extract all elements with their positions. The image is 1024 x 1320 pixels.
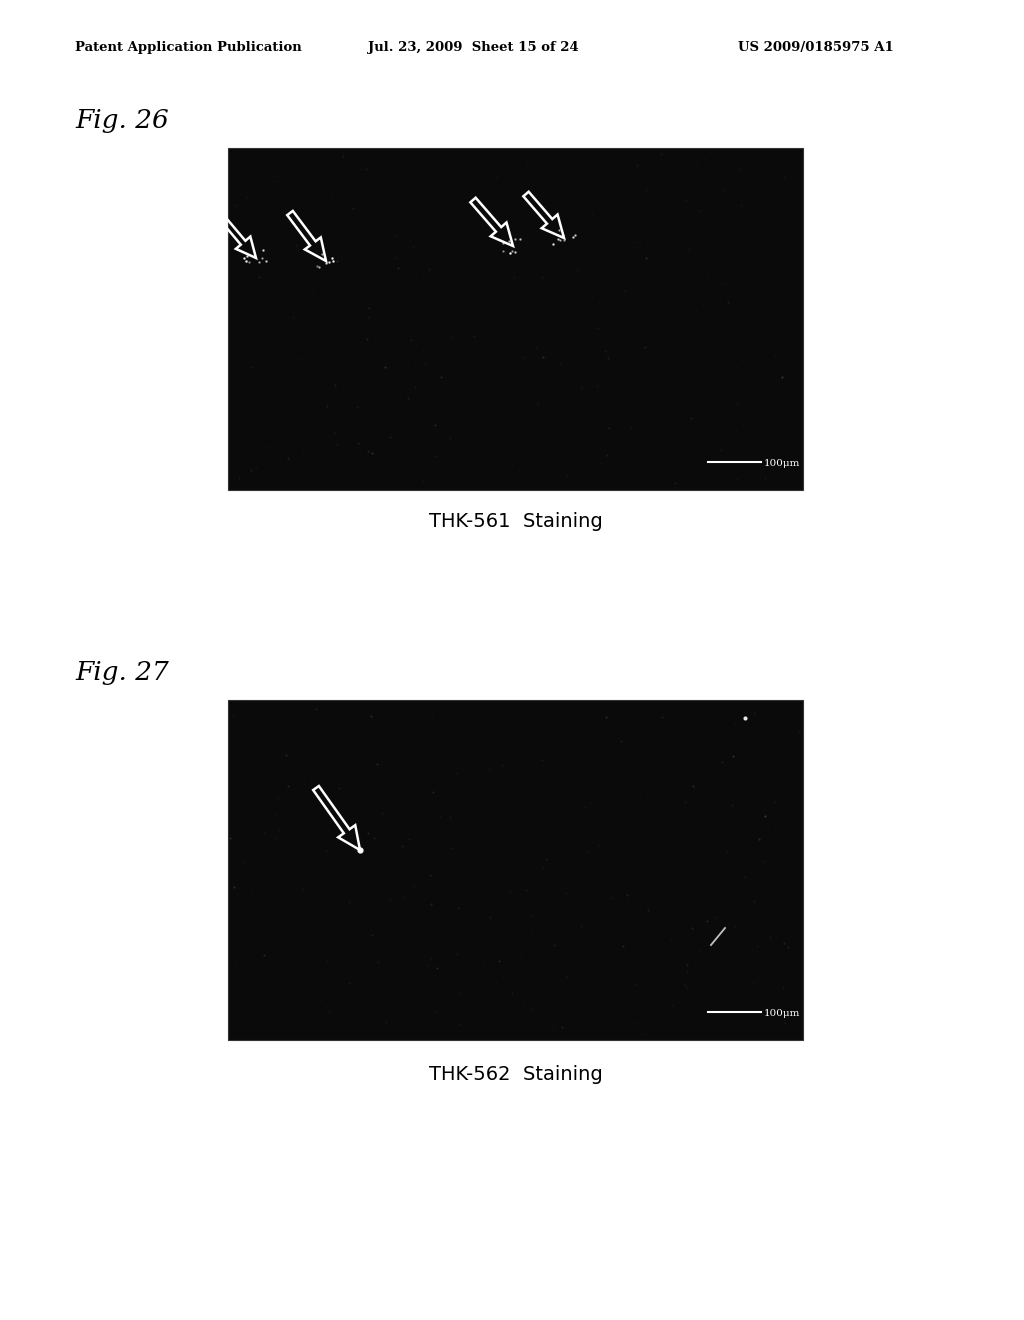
Text: US 2009/0185975 A1: US 2009/0185975 A1 [738,41,894,54]
Text: 100μm: 100μm [764,1008,801,1018]
Bar [228,700,803,1040]
Text: Fig. 27: Fig. 27 [75,660,169,685]
Text: Fig. 26: Fig. 26 [75,108,169,133]
Text: Jul. 23, 2009  Sheet 15 of 24: Jul. 23, 2009 Sheet 15 of 24 [368,41,579,54]
Text: THK-562  Staining: THK-562 Staining [429,1065,602,1084]
Bar [228,148,803,490]
Text: 100μm: 100μm [764,458,801,467]
Text: THK-561  Staining: THK-561 Staining [429,512,602,531]
Text: Patent Application Publication: Patent Application Publication [75,41,302,54]
